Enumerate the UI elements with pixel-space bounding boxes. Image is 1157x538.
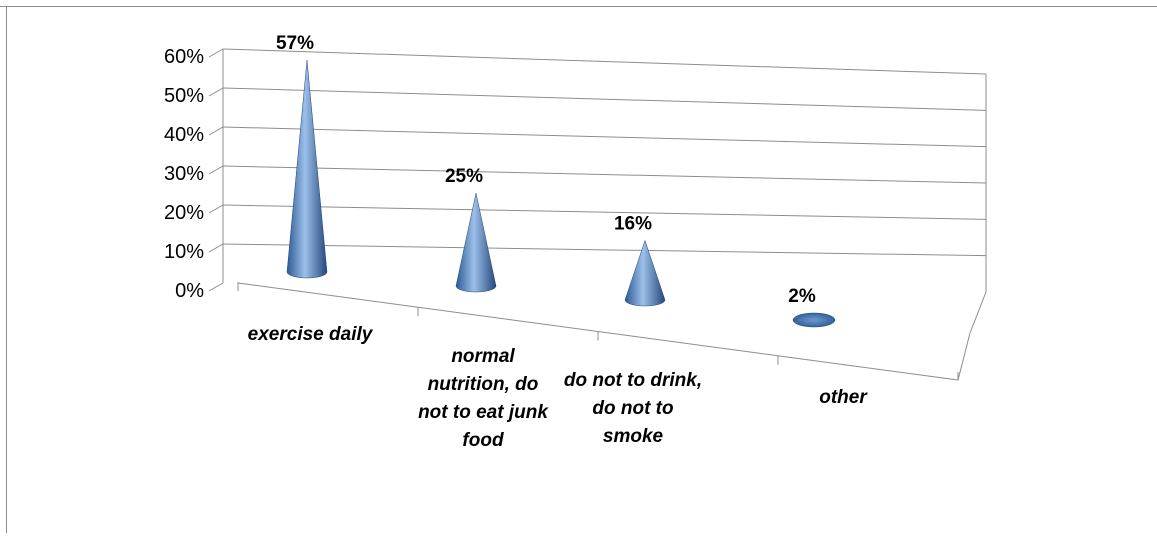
data-label: 57% bbox=[276, 33, 314, 54]
category-labels: exercise daily normal nutrition, do not to … bbox=[248, 324, 869, 451]
y-tick-label: 20% bbox=[164, 202, 204, 224]
side-wall-tick bbox=[208, 165, 224, 175]
y-tick-label: 50% bbox=[164, 85, 204, 107]
gridline bbox=[222, 165, 987, 184]
axes bbox=[208, 48, 987, 381]
gridline bbox=[222, 48, 987, 75]
cone-bar bbox=[624, 239, 666, 307]
y-tick-label: 40% bbox=[164, 124, 204, 146]
side-wall-tick bbox=[208, 126, 224, 136]
category-label: normal nutrition, do not to eat junk food bbox=[418, 346, 549, 451]
cone-bar bbox=[286, 59, 328, 279]
gridline bbox=[222, 243, 987, 257]
y-tick-label: 10% bbox=[164, 241, 204, 263]
side-wall-tick bbox=[208, 48, 224, 58]
y-tick-label: 60% bbox=[164, 46, 204, 68]
cone-bar bbox=[455, 192, 497, 293]
y-tick-labels: 0% 10% 20% 30% 40% 50% 60% bbox=[164, 46, 204, 302]
side-wall-tick bbox=[208, 243, 224, 253]
cones bbox=[286, 59, 836, 328]
gridline bbox=[222, 87, 987, 111]
cone-base bbox=[792, 312, 836, 328]
cone-bar bbox=[792, 312, 836, 328]
floor-right-edge bbox=[957, 332, 971, 381]
category-label: exercise daily bbox=[248, 324, 374, 345]
category-label: other bbox=[819, 387, 868, 408]
data-label: 25% bbox=[445, 166, 483, 187]
cone-body bbox=[286, 59, 328, 279]
floor-back-right bbox=[969, 291, 987, 334]
gridlines bbox=[222, 48, 987, 257]
cone-body bbox=[624, 239, 666, 307]
y-tick-label: 30% bbox=[164, 163, 204, 185]
side-wall-tick bbox=[208, 282, 224, 292]
category-label: do not to drink, do not to smoke bbox=[564, 370, 702, 447]
side-wall-tick bbox=[208, 204, 224, 214]
gridline bbox=[222, 204, 987, 220]
data-label: 2% bbox=[788, 286, 816, 307]
data-labels: 57% 25% 16% 2% bbox=[276, 33, 816, 307]
y-tick-label: 0% bbox=[175, 280, 204, 302]
data-label: 16% bbox=[614, 213, 652, 234]
side-wall-tick bbox=[208, 87, 224, 97]
cone-body bbox=[455, 192, 497, 293]
gridline bbox=[222, 126, 987, 148]
